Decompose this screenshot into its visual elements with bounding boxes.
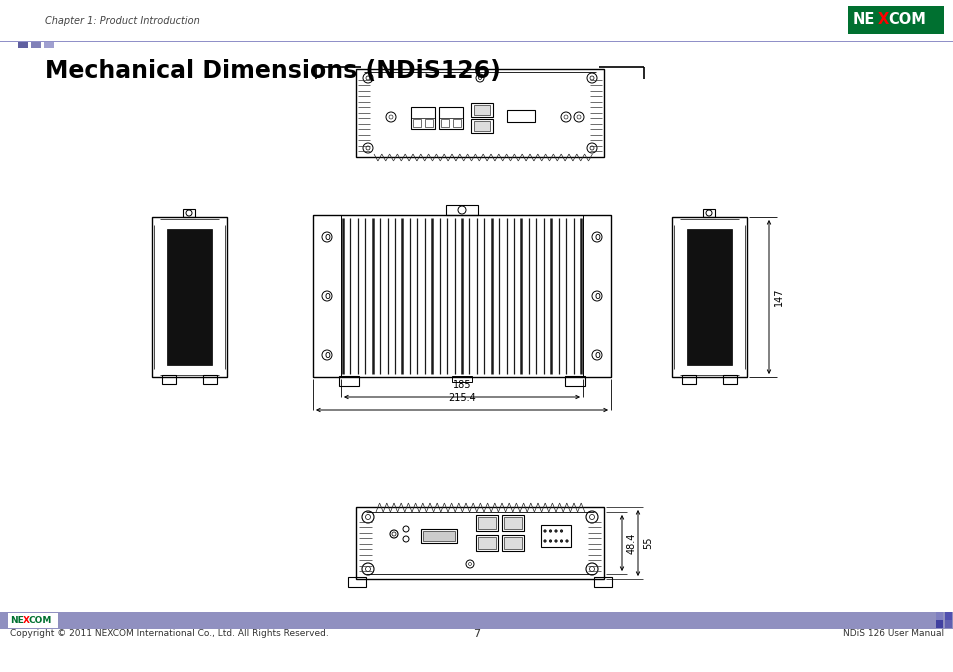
Bar	[452, 376, 472, 382]
Bar	[564, 376, 584, 386]
Bar	[162, 375, 175, 384]
Bar	[501, 535, 523, 551]
Bar	[313, 215, 340, 377]
Bar	[44, 42, 54, 48]
Bar	[474, 105, 490, 115]
Circle shape	[543, 530, 546, 532]
Bar	[503, 537, 521, 549]
Bar	[438, 107, 462, 129]
Text: o: o	[594, 350, 599, 360]
Bar	[0, 40, 953, 42]
Text: 215.4: 215.4	[448, 393, 476, 403]
Bar	[167, 229, 212, 365]
Bar	[18, 42, 28, 48]
Bar	[722, 375, 737, 384]
Bar	[686, 229, 731, 365]
Bar	[501, 515, 523, 531]
Text: X: X	[23, 616, 30, 625]
Bar	[935, 620, 942, 628]
Bar	[944, 620, 951, 628]
Bar	[313, 215, 610, 377]
Text: NE: NE	[10, 616, 24, 625]
Text: Chapter 1: Product Introduction: Chapter 1: Product Introduction	[45, 16, 199, 26]
Text: o: o	[324, 291, 330, 301]
Circle shape	[549, 530, 551, 532]
Text: NDiS 126 User Manual: NDiS 126 User Manual	[842, 630, 943, 638]
Text: COM: COM	[29, 616, 52, 625]
Bar	[348, 577, 366, 587]
Text: 147: 147	[773, 288, 783, 306]
Bar	[411, 107, 435, 129]
Bar	[471, 119, 493, 133]
Bar	[476, 515, 497, 531]
Text: 48.4: 48.4	[626, 532, 637, 554]
Text: 7: 7	[473, 629, 480, 639]
Text: X: X	[877, 13, 888, 28]
Text: o: o	[594, 291, 599, 301]
Bar	[935, 612, 942, 620]
Bar	[30, 42, 41, 48]
Circle shape	[559, 530, 562, 532]
Bar	[477, 537, 496, 549]
Circle shape	[543, 540, 546, 542]
Bar	[355, 69, 603, 157]
Bar	[702, 209, 714, 217]
Circle shape	[549, 540, 551, 542]
Circle shape	[555, 540, 557, 542]
Bar	[477, 517, 496, 529]
Bar	[503, 517, 521, 529]
Bar	[453, 119, 460, 127]
Text: NE: NE	[852, 13, 875, 28]
Bar	[594, 577, 612, 587]
Text: o: o	[594, 232, 599, 242]
Text: 185: 185	[453, 380, 471, 390]
Bar	[582, 215, 610, 377]
Bar	[424, 119, 433, 127]
Text: COM: COM	[887, 13, 925, 28]
Bar	[0, 612, 953, 629]
Bar	[203, 375, 216, 384]
Bar	[471, 103, 493, 117]
Bar	[355, 507, 603, 579]
Text: Mechanical Dimensions (NDiS126): Mechanical Dimensions (NDiS126)	[45, 59, 500, 83]
Bar	[413, 119, 420, 127]
Bar	[420, 529, 456, 543]
Circle shape	[565, 540, 568, 542]
Bar	[440, 119, 449, 127]
Circle shape	[559, 540, 562, 542]
Text: Copyright © 2011 NEXCOM International Co., Ltd. All Rights Reserved.: Copyright © 2011 NEXCOM International Co…	[10, 630, 329, 638]
Bar	[506, 110, 535, 122]
Bar	[476, 535, 497, 551]
Bar	[681, 375, 696, 384]
Bar	[847, 6, 943, 34]
Bar	[671, 217, 746, 377]
Bar	[474, 121, 490, 131]
Bar	[540, 525, 571, 547]
Circle shape	[555, 530, 557, 532]
Bar	[338, 376, 358, 386]
Bar	[8, 613, 58, 628]
Text: o: o	[324, 232, 330, 242]
Text: 55: 55	[642, 537, 652, 549]
Bar	[446, 205, 477, 215]
Bar	[422, 531, 455, 541]
Bar	[183, 209, 194, 217]
Bar	[152, 217, 227, 377]
Text: o: o	[324, 350, 330, 360]
Bar	[944, 612, 951, 620]
